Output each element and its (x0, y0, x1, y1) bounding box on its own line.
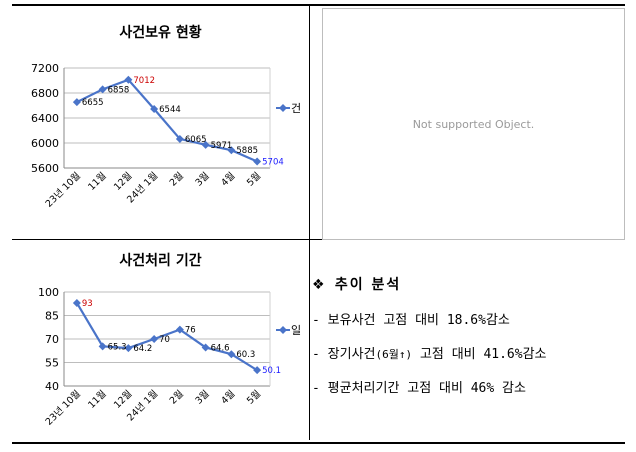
data-label: 6655 (82, 98, 104, 108)
unsupported-object: Not supported Object. (322, 8, 625, 240)
x-tick-label: 2월 (167, 388, 186, 407)
data-label: 6065 (185, 135, 207, 145)
y-tick-label: 70 (45, 333, 59, 346)
data-label: 6858 (108, 85, 130, 95)
data-label: 93 (82, 299, 93, 309)
data-label: 65.3 (108, 342, 127, 352)
data-label: 5971 (211, 141, 233, 151)
y-tick-label: 100 (38, 286, 59, 299)
data-label: 76 (185, 326, 196, 336)
legend-label: 일 (291, 323, 301, 337)
y-tick-label: 85 (45, 310, 59, 323)
x-tick-label: 23년 10월 (43, 388, 83, 428)
x-tick-label: 4월 (219, 170, 238, 189)
middle-border (12, 239, 625, 240)
data-point (150, 335, 159, 343)
analysis-item-text: - 보유사건 고점 대비 18.6%감소 (312, 313, 510, 328)
x-tick-label: 5월 (244, 170, 263, 189)
analysis-item-text: - 평균처리기간 고점 대비 46% 감소 (312, 381, 526, 396)
data-point (175, 134, 184, 143)
unsupported-object-text: Not supported Object. (412, 117, 535, 131)
y-tick-label: 6400 (31, 112, 59, 125)
chart-title: 사건처리 기간 (119, 253, 202, 269)
analysis-item-text: - 장기사건 (312, 347, 376, 362)
analysis-item: - 장기사건(6월↑) 고점 대비 41.6%감소 (312, 343, 625, 362)
analysis-item: - 평균처리기간 고점 대비 46% 감소 (312, 377, 625, 396)
data-point (175, 325, 184, 334)
x-tick-label: 23년 10월 (43, 170, 83, 210)
data-point (253, 157, 262, 166)
analysis-heading: ❖ 추이 분석 (312, 274, 625, 294)
data-point (72, 298, 81, 307)
data-point (253, 366, 262, 375)
data-label: 5704 (262, 158, 284, 168)
data-label: 60.3 (236, 350, 255, 360)
diamond-bullet-icon: ❖ (312, 277, 327, 293)
y-tick-label: 55 (45, 357, 59, 370)
data-label: 50.1 (262, 366, 281, 376)
legend-marker (279, 104, 287, 112)
data-label: 7012 (133, 76, 155, 86)
data-point (124, 344, 133, 353)
x-tick-label: 12월 (111, 388, 134, 411)
analysis-item-qualifier: (6월↑) (375, 348, 413, 361)
analysis-title: 추이 분석 (334, 277, 402, 293)
y-tick-label: 6000 (31, 137, 59, 150)
report-frame: 사건보유 현황 5600 6000 6400 6800 7200 23년 10월 11월 12… (12, 4, 625, 444)
y-tick-label: 40 (45, 380, 59, 393)
x-tick-label: 11월 (86, 170, 109, 193)
data-label: 64.2 (133, 344, 152, 354)
data-label: 5885 (236, 146, 258, 156)
chart-cell-holdings: 사건보유 현황 5600 6000 6400 6800 7200 23년 10월 11월 12… (12, 6, 309, 239)
series-line (75, 302, 258, 372)
data-point (227, 146, 236, 155)
data-point (98, 342, 107, 351)
bottom-border (12, 442, 625, 444)
data-point (201, 140, 210, 149)
x-tick-label: 5월 (244, 388, 263, 407)
x-tick-label: 3월 (193, 388, 212, 407)
y-tick-label: 6800 (31, 87, 59, 100)
x-tick-label: 2월 (167, 170, 186, 189)
legend-label: 건 (291, 102, 301, 115)
data-label: 6544 (159, 105, 181, 115)
x-tick-label: 12월 (111, 170, 134, 193)
x-tick-label: 3월 (193, 170, 212, 189)
y-tick-label: 5600 (31, 162, 59, 175)
series-line (76, 78, 258, 163)
trend-analysis: ❖ 추이 분석 - 보유사건 고점 대비 18.6%감소 - 장기사건(6월↑)… (312, 274, 625, 396)
legend-marker (279, 326, 287, 334)
data-label: 70 (159, 335, 170, 345)
chart-title: 사건보유 현황 (119, 25, 202, 41)
x-tick-label: 11월 (86, 388, 109, 411)
analysis-item-text: 고점 대비 41.6%감소 (412, 347, 547, 362)
data-point (72, 98, 81, 107)
top-border (12, 4, 625, 6)
y-tick-label: 7200 (31, 62, 59, 75)
data-point (98, 85, 107, 94)
x-tick-label: 4월 (219, 388, 238, 407)
data-point (124, 75, 133, 84)
data-point (150, 105, 159, 113)
column-divider (309, 6, 310, 440)
data-point (201, 343, 210, 352)
chart-cell-duration: 사건처리 기간 40 55 70 85 100 23년 10월 11월 12월 24년 1월 2월… (12, 240, 309, 442)
analysis-item: - 보유사건 고점 대비 18.6%감소 (312, 309, 625, 328)
data-point (227, 350, 236, 359)
data-label: 64.6 (211, 343, 230, 353)
